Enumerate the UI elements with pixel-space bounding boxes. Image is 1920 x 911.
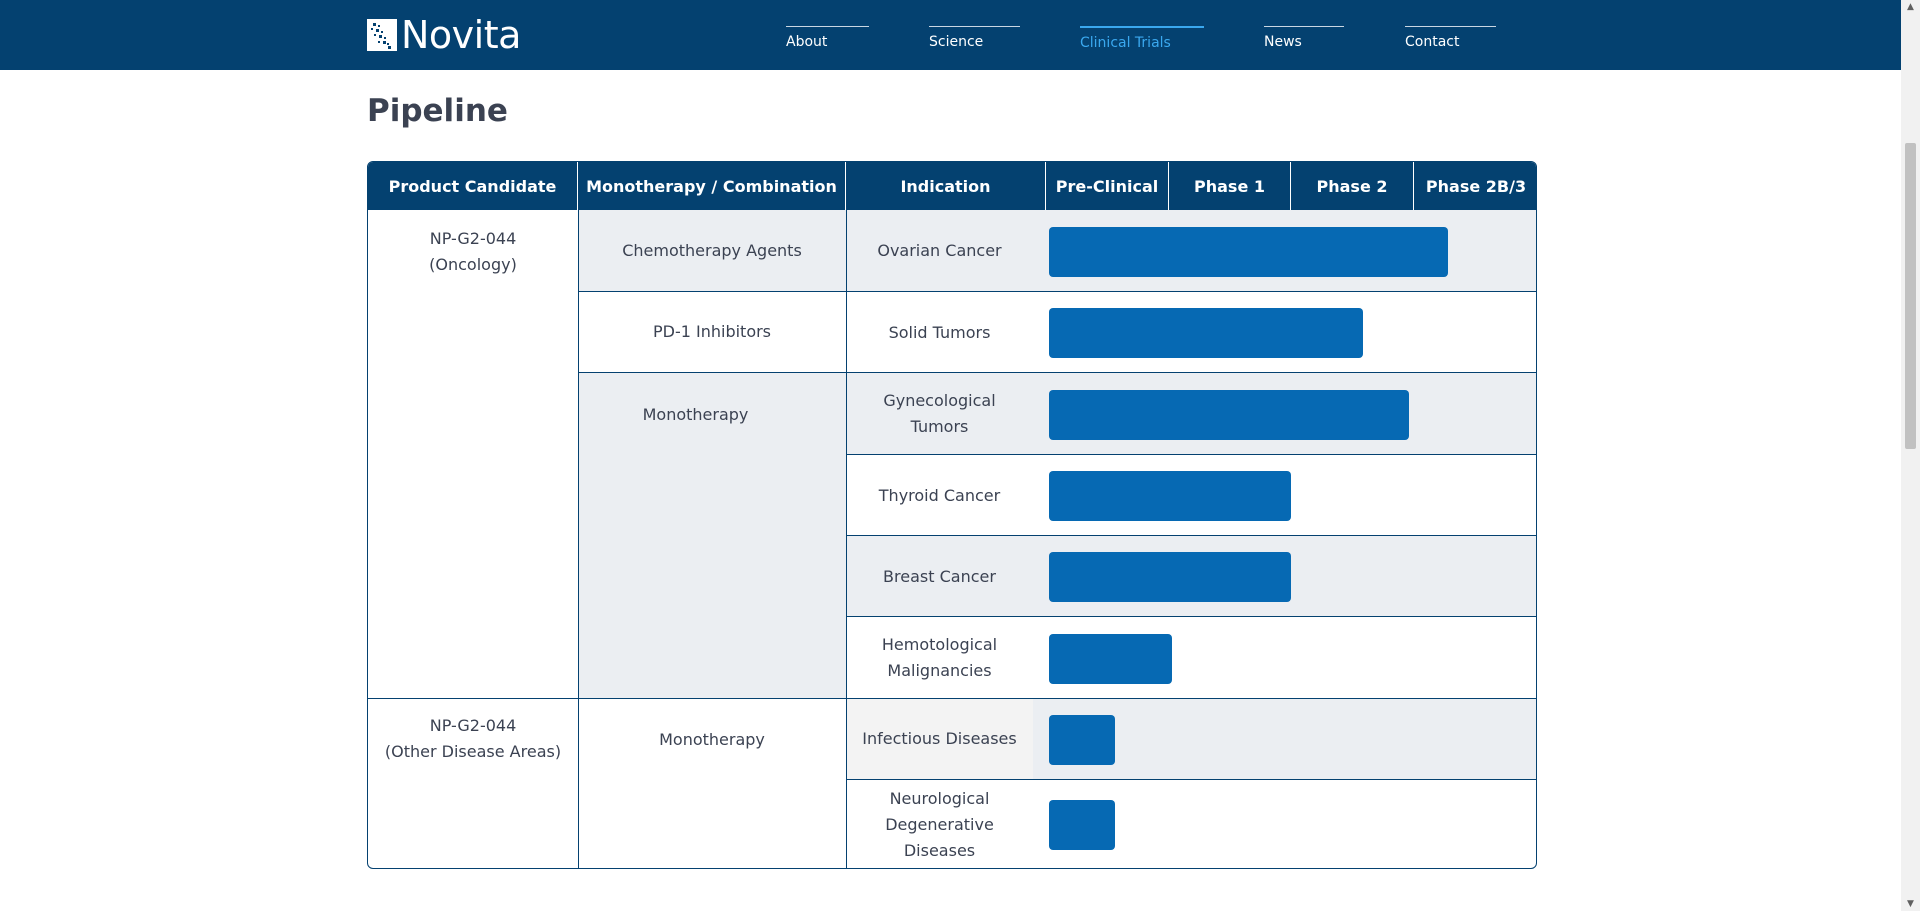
- indication-text: Tumors: [910, 417, 969, 436]
- progress-bar: [1049, 471, 1291, 521]
- indication-cell: Hemotological Malignancies: [846, 617, 1033, 699]
- scroll-up-arrow-icon[interactable]: ▲: [1907, 2, 1914, 12]
- row-stripe: [1033, 698, 1536, 779]
- nav-clinical-trials[interactable]: Clinical Trials: [1080, 26, 1204, 56]
- row-divider: [846, 454, 1536, 455]
- scroll-down-arrow-icon[interactable]: ▼: [1907, 899, 1914, 909]
- pipeline-table: Product Candidate Monotherapy / Combinat…: [367, 161, 1537, 869]
- column-header-phase-2b3: Phase 2B/3: [1425, 176, 1527, 196]
- indication-text: Degenerative: [885, 815, 994, 834]
- table-header-row: Product Candidate Monotherapy / Combinat…: [368, 162, 1536, 210]
- column-header-phase-1: Phase 1: [1169, 162, 1291, 210]
- nav-about[interactable]: About: [786, 26, 869, 56]
- progress-bar: [1049, 800, 1115, 850]
- candidate-cell: NP-G2-044 (Oncology): [368, 210, 578, 698]
- indication-text: Solid Tumors: [888, 322, 991, 342]
- nav-science-label: Science: [929, 34, 984, 50]
- candidate-area: (Oncology): [429, 255, 517, 274]
- site-header: Novita About Science Clinical Trials New…: [0, 0, 1901, 70]
- page-scrollbar[interactable]: ▲ ▼: [1901, 0, 1920, 911]
- logo[interactable]: Novita: [367, 13, 521, 57]
- progress-bar: [1049, 634, 1172, 684]
- progress-bar: [1049, 308, 1363, 358]
- candidate-area: (Other Disease Areas): [384, 742, 562, 761]
- indication-text: Gynecological: [883, 391, 996, 410]
- nav-science[interactable]: Science: [929, 26, 1020, 56]
- column-header-therapy: Monotherapy / Combination: [578, 162, 846, 210]
- nav-clinical-trials-label: Clinical Trials: [1080, 35, 1171, 51]
- row-divider: [368, 698, 1536, 699]
- row-divider: [846, 779, 1536, 780]
- therapy-cell: Chemotherapy Agents: [578, 210, 846, 291]
- indication-cell: Breast Cancer: [846, 536, 1033, 617]
- candidate-name: NP-G2-044: [429, 229, 517, 248]
- indication-text: Ovarian Cancer: [877, 241, 1002, 260]
- indication-cell: Gynecological Tumors: [846, 373, 1033, 455]
- indication-text: Breast Cancer: [883, 566, 996, 586]
- indication-cell: Ovarian Cancer: [846, 210, 1033, 292]
- indication-cell: Solid Tumors: [846, 292, 1033, 373]
- indication-cell: Thyroid Cancer: [846, 455, 1033, 536]
- nav-contact[interactable]: Contact: [1405, 26, 1496, 56]
- column-divider: [578, 210, 579, 868]
- logo-text: Novita: [401, 13, 521, 57]
- nav-about-label: About: [786, 34, 828, 50]
- column-header-pre-clinical: Pre-Clinical: [1046, 162, 1169, 210]
- therapy-cell: Monotherapy: [659, 730, 765, 749]
- nav-news[interactable]: News: [1264, 26, 1344, 56]
- therapy-cell: Monotherapy: [578, 373, 846, 698]
- column-header-product-candidate: Product Candidate: [368, 162, 578, 210]
- candidate-name: NP-G2-044: [429, 716, 517, 735]
- column-divider: [846, 210, 847, 868]
- column-header-indication: Indication: [846, 162, 1046, 210]
- indication-text: Infectious Diseases: [862, 729, 1017, 748]
- candidate-cell: NP-G2-044 (Other Disease Areas): [368, 699, 578, 868]
- progress-bar: [1049, 552, 1291, 602]
- indication-text: Diseases: [903, 841, 976, 860]
- indication-text: Malignancies: [887, 661, 992, 680]
- indication-cell: Neurological Degenerative Diseases: [846, 780, 1033, 868]
- scroll-thumb[interactable]: [1905, 143, 1916, 449]
- nav-contact-label: Contact: [1405, 34, 1460, 50]
- row-divider: [578, 291, 1536, 292]
- row-divider: [846, 616, 1536, 617]
- row-divider: [846, 535, 1536, 536]
- progress-bar: [1049, 715, 1115, 765]
- progress-bar: [1049, 227, 1448, 277]
- progress-bar: [1049, 390, 1409, 440]
- row-divider: [578, 372, 1536, 373]
- column-header-phase-2: Phase 2: [1291, 162, 1414, 210]
- logo-mark-icon: [367, 19, 397, 51]
- indication-text: Hemotological: [881, 635, 998, 654]
- therapy-cell: PD-1 Inhibitors: [652, 322, 772, 341]
- indication-cell: Infectious Diseases: [846, 699, 1033, 779]
- nav-news-label: News: [1264, 34, 1302, 50]
- page-title: Pipeline: [367, 93, 508, 129]
- indication-text: Neurological: [889, 789, 990, 808]
- indication-text: Thyroid Cancer: [878, 485, 1001, 505]
